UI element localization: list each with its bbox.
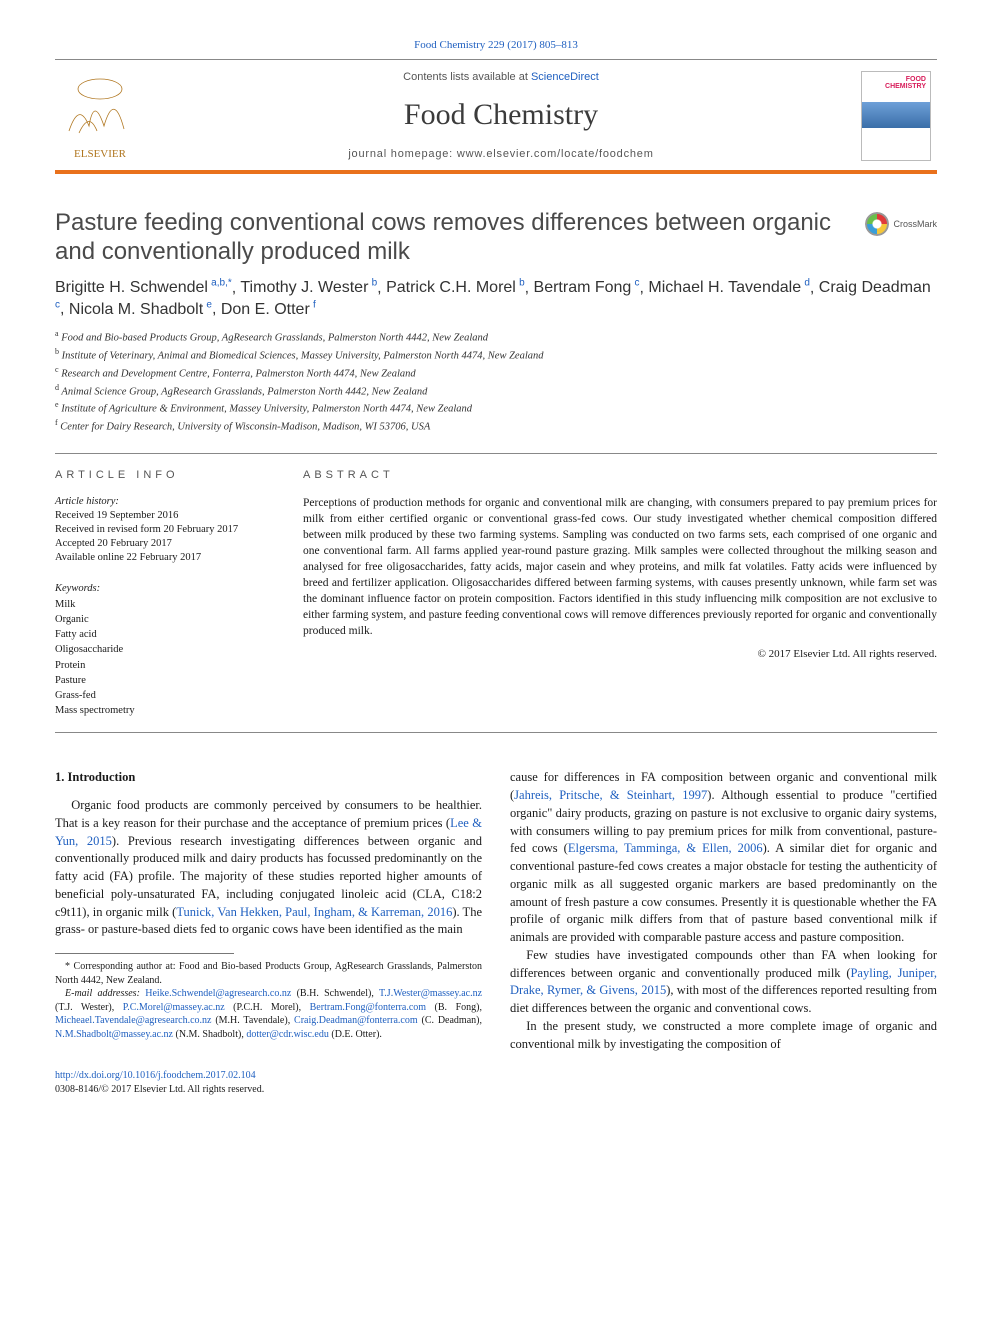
keyword: Mass spectrometry <box>55 703 275 718</box>
doi-link[interactable]: http://dx.doi.org/10.1016/j.foodchem.201… <box>55 1070 256 1081</box>
svg-text:ELSEVIER: ELSEVIER <box>74 148 127 160</box>
author: Patrick C.H. Morel b <box>386 279 525 296</box>
affiliation: b Institute of Veterinary, Animal and Bi… <box>55 346 937 364</box>
keyword: Pasture <box>55 673 275 688</box>
affiliation: f Center for Dairy Research, University … <box>55 417 937 435</box>
email-link[interactable]: Bertram.Fong@fonterra.com <box>310 1002 426 1013</box>
keywords-block: Keywords: MilkOrganicFatty acidOligosacc… <box>55 581 275 718</box>
article-history: Article history: Received 19 September 2… <box>55 495 275 566</box>
p2c: ). A similar diet for organic and conven… <box>510 841 937 944</box>
homepage-url: www.elsevier.com/locate/foodchem <box>457 148 654 160</box>
abstract-text: Perceptions of production methods for or… <box>303 495 937 640</box>
author: Nicola M. Shadbolt e <box>69 301 212 318</box>
body-columns: 1. Introduction Organic food products ar… <box>55 769 937 1053</box>
ref-tunick-2016[interactable]: Tunick, Van Hekken, Paul, Ingham, & Karr… <box>176 905 452 919</box>
email-link[interactable]: dotter@cdr.wisc.edu <box>246 1029 329 1040</box>
keyword: Protein <box>55 658 275 673</box>
journal-header: ELSEVIER Contents lists available at Sci… <box>55 59 937 174</box>
email-link[interactable]: T.J.Wester@massey.ac.nz <box>379 988 482 999</box>
email-addresses: E-mail addresses: Heike.Schwendel@agrese… <box>55 987 482 1041</box>
journal-cover-thumb: FOODCHEMISTRY <box>861 71 931 161</box>
author: Brigitte H. Schwendel a,b,* <box>55 279 232 296</box>
article-title: Pasture feeding conventional cows remove… <box>55 208 937 267</box>
citation-line: Food Chemistry 229 (2017) 805–813 <box>55 38 937 53</box>
abstract-label: ABSTRACT <box>303 468 937 483</box>
homepage-prefix: journal homepage: <box>348 148 457 160</box>
keyword: Milk <box>55 597 275 612</box>
intro-para-2: cause for differences in FA composition … <box>510 769 937 947</box>
affiliation: a Food and Bio-based Products Group, AgR… <box>55 328 937 346</box>
intro-para-3: Few studies have investigated compounds … <box>510 947 937 1018</box>
intro-para-1: Organic food products are commonly perce… <box>55 797 482 939</box>
author: Don E. Otter f <box>221 301 316 318</box>
ref-jahreis-1997[interactable]: Jahreis, Pritsche, & Steinhart, 1997 <box>514 788 707 802</box>
cover-label-2: CHEMISTRY <box>885 83 926 90</box>
author: Bertram Fong c <box>534 279 640 296</box>
article-info-label: ARTICLE INFO <box>55 468 275 483</box>
keyword: Oligosaccharide <box>55 642 275 657</box>
contents-line: Contents lists available at ScienceDirec… <box>155 70 847 85</box>
homepage-line: journal homepage: www.elsevier.com/locat… <box>155 147 847 162</box>
email-link[interactable]: Craig.Deadman@fonterra.com <box>294 1015 418 1026</box>
email-link[interactable]: Heike.Schwendel@agresearch.co.nz <box>145 988 291 999</box>
authors-line: Brigitte H. Schwendel a,b,*, Timothy J. … <box>55 277 937 321</box>
author: Timothy J. Wester b <box>240 279 377 296</box>
contents-prefix: Contents lists available at <box>403 71 531 83</box>
section-heading-introduction: 1. Introduction <box>55 769 482 787</box>
history-title: Article history: <box>55 495 275 509</box>
keywords-title: Keywords: <box>55 581 275 596</box>
footnotes-block: * Corresponding author at: Food and Bio-… <box>55 960 482 1041</box>
email-link[interactable]: Micheael.Tavendale@agresearch.co.nz <box>55 1015 211 1026</box>
history-line: Received in revised form 20 February 201… <box>55 523 275 537</box>
affiliation: e Institute of Agriculture & Environment… <box>55 399 937 417</box>
history-line: Accepted 20 February 2017 <box>55 537 275 551</box>
affiliation: d Animal Science Group, AgResearch Grass… <box>55 382 937 400</box>
issn-copyright-line: 0308-8146/© 2017 Elsevier Ltd. All right… <box>55 1084 264 1095</box>
cover-label-1: FOOD <box>906 76 926 83</box>
author: Michael H. Tavendale d <box>648 279 809 296</box>
affiliations-block: a Food and Bio-based Products Group, AgR… <box>55 328 937 434</box>
email-link[interactable]: N.M.Shadbolt@massey.ac.nz <box>55 1029 173 1040</box>
footnote-separator <box>55 953 234 954</box>
keyword: Fatty acid <box>55 627 275 642</box>
history-line: Received 19 September 2016 <box>55 509 275 523</box>
abstract-copyright: © 2017 Elsevier Ltd. All rights reserved… <box>303 647 937 662</box>
ref-elgersma-2006[interactable]: Elgersma, Tamminga, & Ellen, 2006 <box>568 841 763 855</box>
crossmark-badge[interactable]: CrossMark <box>865 212 937 236</box>
sciencedirect-link[interactable]: ScienceDirect <box>531 71 599 83</box>
crossmark-label: CrossMark <box>893 218 937 230</box>
keyword: Organic <box>55 612 275 627</box>
journal-name: Food Chemistry <box>155 95 847 136</box>
history-line: Available online 22 February 2017 <box>55 551 275 565</box>
p1a: Organic food products are commonly perce… <box>55 798 482 830</box>
intro-para-4: In the present study, we constructed a m… <box>510 1018 937 1054</box>
corresponding-author-note: * Corresponding author at: Food and Bio-… <box>55 960 482 987</box>
doi-block: http://dx.doi.org/10.1016/j.foodchem.201… <box>55 1069 937 1096</box>
email-link[interactable]: P.C.Morel@massey.ac.nz <box>123 1002 225 1013</box>
crossmark-icon <box>865 212 889 236</box>
affiliation: c Research and Development Centre, Fonte… <box>55 364 937 382</box>
keyword: Grass-fed <box>55 688 275 703</box>
elsevier-logo: ELSEVIER <box>59 71 141 161</box>
